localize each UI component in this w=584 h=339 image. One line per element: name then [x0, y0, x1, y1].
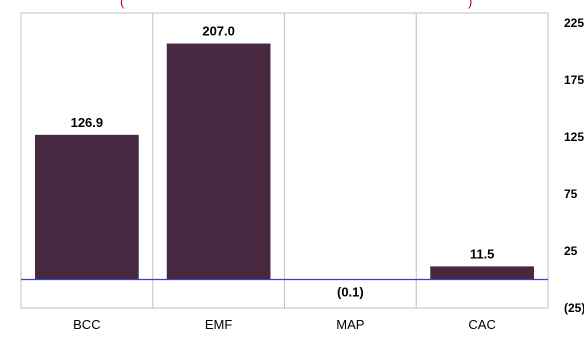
category-separators: [152, 13, 417, 308]
chart-title: ( ): [120, 0, 472, 9]
x-axis-labels: BCC EMF MAP CAC: [73, 317, 496, 332]
y-tick-label: 225: [564, 16, 584, 30]
y-tick-label: 125: [564, 130, 584, 144]
chart-title-close: ): [468, 0, 472, 9]
y-axis-ticks: 225 175 125 75 25 (25): [564, 16, 584, 315]
x-tick-label: CAC: [468, 317, 495, 332]
bar-value-label: 126.9: [71, 115, 104, 130]
bar-value-label: 207.0: [202, 24, 235, 39]
y-tick-label: 25: [564, 244, 578, 258]
bar-emf: [166, 43, 271, 280]
x-tick-label: BCC: [73, 317, 100, 332]
x-tick-label: EMF: [205, 317, 233, 332]
bar-value-label: (0.1): [337, 285, 364, 300]
y-tick-label: 175: [564, 73, 584, 87]
chart-title-open: (: [120, 0, 125, 9]
bar-value-labels: 126.9 207.0 (0.1) 11.5: [71, 24, 495, 300]
x-tick-label: MAP: [336, 317, 364, 332]
bar-bcc: [35, 134, 139, 280]
bars: [35, 43, 534, 280]
y-tick-label: (25): [564, 301, 584, 315]
bar-cac: [430, 266, 534, 280]
bar-value-label: 11.5: [470, 246, 495, 261]
y-tick-label: 75: [564, 187, 578, 201]
